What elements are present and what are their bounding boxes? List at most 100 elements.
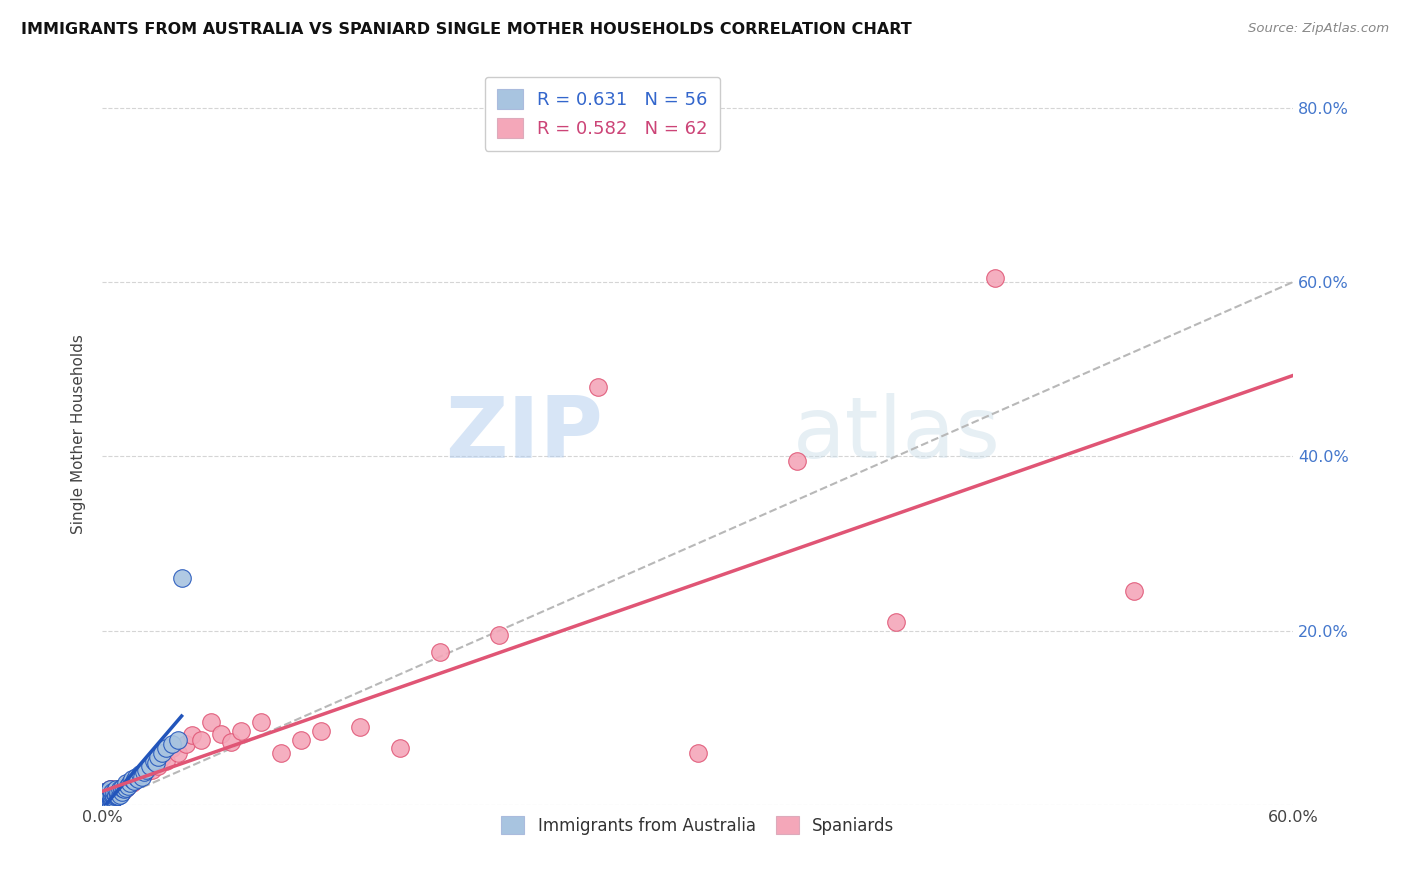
- Point: [98, 788, 121, 802]
- Point: [93, 785, 115, 799]
- Point: [111, 780, 134, 795]
- Point: [107, 782, 129, 797]
- Point: [93, 789, 115, 804]
- Point: [93, 785, 115, 799]
- Text: ZIP: ZIP: [444, 393, 602, 476]
- Point: [97, 791, 120, 805]
- Point: [290, 732, 312, 747]
- Point: [96, 789, 118, 804]
- Point: [96, 794, 118, 808]
- Point: [112, 782, 135, 797]
- Point: [150, 750, 173, 764]
- Point: [115, 780, 138, 795]
- Point: [160, 741, 183, 756]
- Point: [112, 782, 135, 797]
- Point: [141, 763, 163, 777]
- Y-axis label: Single Mother Households: Single Mother Households: [72, 334, 86, 534]
- Point: [98, 782, 121, 797]
- Point: [96, 791, 118, 805]
- Point: [180, 728, 202, 742]
- Point: [107, 789, 129, 804]
- Point: [132, 764, 155, 779]
- Point: [93, 791, 115, 805]
- Point: [125, 770, 148, 784]
- Point: [105, 789, 128, 804]
- Point: [98, 794, 121, 808]
- Point: [121, 776, 143, 790]
- Point: [115, 776, 138, 790]
- Point: [97, 789, 120, 804]
- Point: [309, 723, 332, 738]
- Point: [98, 791, 121, 805]
- Point: [145, 756, 167, 771]
- Point: [108, 788, 131, 802]
- Point: [349, 720, 371, 734]
- Point: [96, 791, 118, 805]
- Point: [103, 789, 125, 804]
- Point: [105, 789, 128, 804]
- Legend: Immigrants from Australia, Spaniards: Immigrants from Australia, Spaniards: [491, 806, 904, 845]
- Point: [117, 776, 139, 790]
- Point: [97, 789, 120, 804]
- Point: [105, 782, 128, 797]
- Point: [588, 379, 610, 393]
- Point: [101, 791, 124, 805]
- Point: [250, 715, 273, 730]
- Point: [190, 732, 212, 747]
- Point: [122, 773, 145, 788]
- Point: [97, 785, 120, 799]
- Point: [146, 750, 169, 764]
- Point: [884, 615, 907, 629]
- Point: [219, 735, 242, 749]
- Point: [150, 746, 173, 760]
- Point: [160, 737, 183, 751]
- Point: [429, 645, 451, 659]
- Point: [103, 789, 125, 804]
- Point: [118, 776, 141, 790]
- Point: [98, 782, 121, 797]
- Point: [111, 785, 134, 799]
- Point: [117, 779, 139, 793]
- Point: [105, 788, 128, 802]
- Point: [107, 785, 129, 799]
- Text: atlas: atlas: [793, 393, 1001, 476]
- Text: Source: ZipAtlas.com: Source: ZipAtlas.com: [1249, 22, 1389, 36]
- Point: [139, 759, 162, 773]
- Point: [155, 755, 177, 769]
- Point: [131, 770, 153, 784]
- Point: [101, 788, 124, 802]
- Point: [108, 782, 131, 797]
- Point: [97, 794, 120, 808]
- Point: [97, 791, 120, 805]
- Point: [97, 785, 120, 799]
- Point: [105, 785, 128, 799]
- Point: [388, 741, 411, 756]
- Point: [96, 789, 118, 804]
- Point: [98, 791, 121, 805]
- Point: [101, 788, 124, 802]
- Point: [93, 794, 115, 808]
- Point: [96, 788, 118, 802]
- Point: [121, 772, 143, 786]
- Point: [166, 746, 188, 760]
- Point: [107, 788, 129, 802]
- Point: [96, 785, 118, 799]
- Point: [96, 794, 118, 808]
- Point: [103, 791, 125, 805]
- Point: [111, 785, 134, 799]
- Point: [231, 723, 253, 738]
- Point: [108, 785, 131, 799]
- Point: [127, 770, 149, 784]
- Point: [131, 767, 153, 781]
- Point: [488, 628, 510, 642]
- Point: [93, 791, 115, 805]
- Point: [135, 764, 157, 779]
- Point: [101, 791, 124, 805]
- Point: [1123, 584, 1146, 599]
- Point: [170, 571, 193, 585]
- Point: [135, 763, 157, 777]
- Point: [200, 715, 222, 730]
- Point: [98, 789, 121, 804]
- Text: IMMIGRANTS FROM AUSTRALIA VS SPANIARD SINGLE MOTHER HOUSEHOLDS CORRELATION CHART: IMMIGRANTS FROM AUSTRALIA VS SPANIARD SI…: [21, 22, 912, 37]
- Point: [155, 741, 177, 756]
